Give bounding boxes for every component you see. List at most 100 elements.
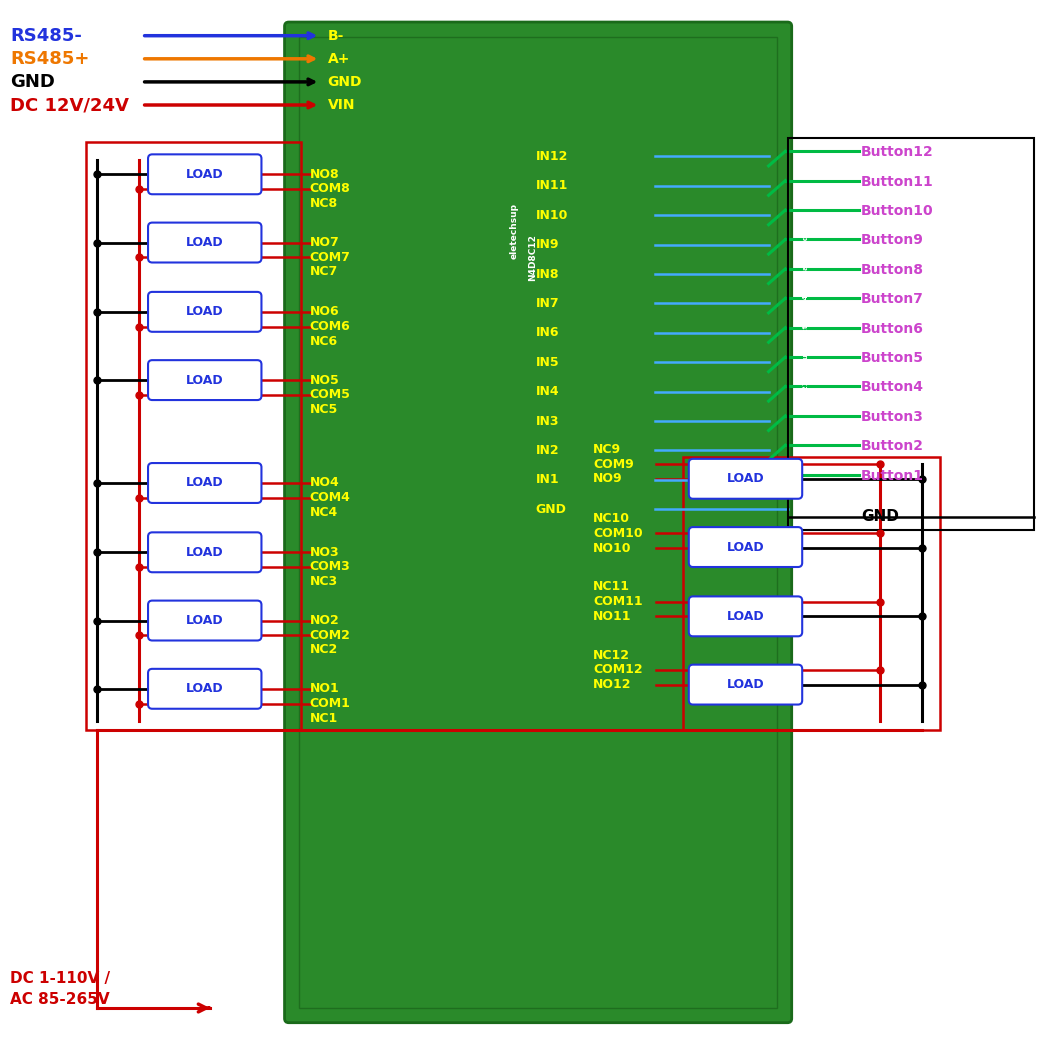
Text: LOAD: LOAD (186, 614, 224, 627)
Text: Button9: Button9 (861, 233, 924, 248)
Text: COM2: COM2 (310, 629, 351, 642)
Text: COM7: COM7 (310, 251, 351, 264)
Text: LOAD: LOAD (186, 682, 224, 695)
Text: IN1: IN1 (536, 474, 559, 486)
FancyBboxPatch shape (689, 459, 802, 499)
Text: COM6: COM6 (310, 320, 351, 333)
Text: Button11: Button11 (861, 174, 933, 189)
Text: NO7: NO7 (310, 236, 339, 249)
Text: IN7: IN7 (536, 297, 559, 310)
Text: COM9: COM9 (593, 458, 634, 470)
Text: GND: GND (328, 75, 362, 89)
Text: COM1: COM1 (310, 697, 351, 710)
FancyBboxPatch shape (689, 665, 802, 705)
Text: IN12: IN12 (536, 150, 568, 163)
Text: NO3: NO3 (310, 546, 339, 559)
Text: B-: B- (328, 28, 344, 43)
FancyBboxPatch shape (148, 463, 261, 503)
Text: NO10: NO10 (593, 542, 632, 554)
Text: Button2: Button2 (861, 439, 924, 454)
Text: NC6: NC6 (310, 335, 338, 348)
Text: LOAD: LOAD (727, 541, 764, 553)
Text: NO5: NO5 (310, 374, 339, 386)
Text: NO8: NO8 (310, 168, 339, 181)
Text: NO4: NO4 (310, 477, 339, 489)
Text: LOAD: LOAD (727, 472, 764, 485)
Bar (299, 37, 777, 1008)
Text: LOAD: LOAD (727, 610, 764, 623)
Text: IN2: IN2 (536, 444, 559, 457)
Text: LOAD: LOAD (186, 374, 224, 386)
Text: NC4: NC4 (310, 506, 338, 519)
Text: COM4: COM4 (310, 491, 351, 504)
FancyBboxPatch shape (148, 154, 261, 194)
Text: Button6: Button6 (861, 321, 924, 336)
Text: LOAD: LOAD (186, 236, 224, 249)
Text: NO1: NO1 (310, 682, 339, 695)
Bar (788, 138, 1034, 530)
Text: VIN: VIN (328, 98, 355, 112)
Text: Button8: Button8 (861, 262, 924, 277)
Text: IN8: IN8 (536, 268, 559, 280)
Text: Button1: Button1 (861, 468, 924, 483)
Text: NC9: NC9 (593, 443, 622, 456)
Text: LOAD: LOAD (186, 546, 224, 559)
FancyBboxPatch shape (148, 223, 261, 262)
Text: DC 1-110V /: DC 1-110V / (10, 971, 110, 986)
Text: NC8: NC8 (310, 197, 338, 210)
Text: LOAD: LOAD (186, 168, 224, 181)
Text: NC1: NC1 (310, 712, 338, 724)
Text: NO6: NO6 (310, 306, 339, 318)
Text: Button5: Button5 (861, 351, 924, 365)
Text: Button4: Button4 (861, 380, 924, 395)
FancyBboxPatch shape (148, 669, 261, 709)
Text: Button12: Button12 (861, 145, 933, 160)
FancyBboxPatch shape (148, 532, 261, 572)
Text: AC 85-265V: AC 85-265V (10, 992, 110, 1007)
Text: IN11: IN11 (536, 180, 568, 192)
Text: COM11: COM11 (593, 595, 643, 608)
Text: COM3: COM3 (310, 561, 351, 573)
Text: NO9: NO9 (593, 472, 623, 485)
Text: RS485-: RS485- (10, 26, 82, 45)
Text: NC11: NC11 (593, 581, 630, 593)
Text: Button10: Button10 (861, 204, 933, 218)
Text: IN3: IN3 (536, 415, 559, 427)
FancyBboxPatch shape (285, 22, 792, 1023)
Text: NO12: NO12 (593, 678, 632, 691)
FancyBboxPatch shape (689, 596, 802, 636)
Text: NO2: NO2 (310, 614, 339, 627)
Text: RS485+: RS485+ (10, 49, 90, 68)
Text: 121I20 Multifunction RS485 Relay Board: 121I20 Multifunction RS485 Relay Board (803, 235, 810, 395)
Text: GND: GND (536, 503, 566, 516)
Text: COM10: COM10 (593, 527, 643, 540)
Text: IN6: IN6 (536, 327, 559, 339)
Text: IN10: IN10 (536, 209, 568, 222)
Text: NC10: NC10 (593, 512, 630, 525)
FancyBboxPatch shape (148, 292, 261, 332)
Text: N4D8C12: N4D8C12 (528, 234, 537, 280)
Text: GND: GND (10, 72, 56, 91)
Text: NC2: NC2 (310, 644, 338, 656)
Text: Button7: Button7 (861, 292, 924, 307)
Text: DC 12V/24V: DC 12V/24V (10, 96, 129, 114)
FancyBboxPatch shape (148, 601, 261, 640)
FancyBboxPatch shape (148, 360, 261, 400)
Bar (86, 142, 301, 730)
Text: NC3: NC3 (310, 575, 338, 588)
Text: A+: A+ (328, 51, 350, 66)
Text: COM5: COM5 (310, 388, 351, 401)
Text: LOAD: LOAD (727, 678, 764, 691)
Text: NC5: NC5 (310, 403, 338, 416)
Text: IN4: IN4 (536, 385, 559, 398)
Text: Button3: Button3 (861, 410, 924, 424)
Text: GND: GND (861, 509, 899, 524)
Bar (682, 457, 940, 730)
Text: LOAD: LOAD (186, 477, 224, 489)
Text: eletechsup: eletechsup (510, 203, 519, 259)
FancyBboxPatch shape (689, 527, 802, 567)
Text: COM8: COM8 (310, 183, 351, 195)
Text: NC7: NC7 (310, 266, 338, 278)
Text: IN9: IN9 (536, 238, 559, 251)
Text: COM12: COM12 (593, 664, 643, 676)
